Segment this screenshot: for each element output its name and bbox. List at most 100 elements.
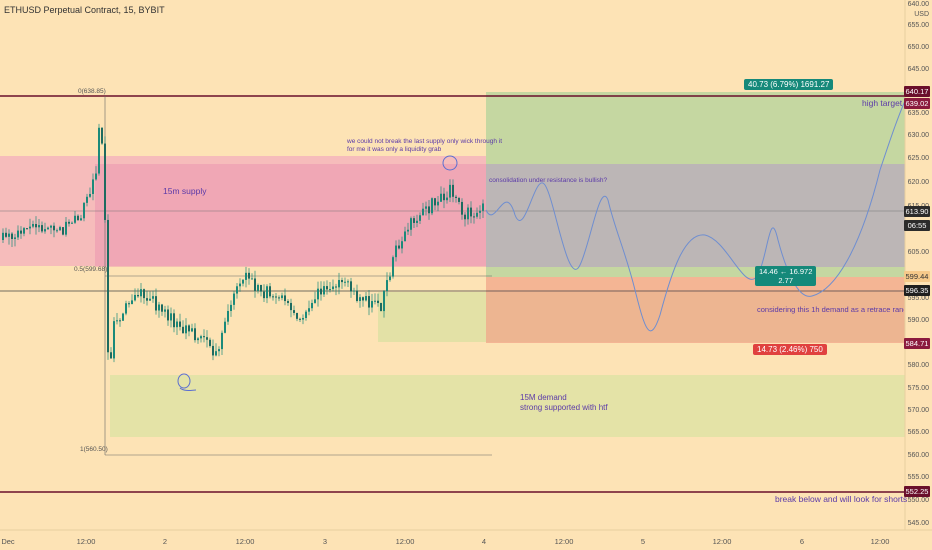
candle-body (206, 337, 208, 340)
candle-body (8, 233, 10, 237)
candle-body (161, 304, 163, 312)
candle-body (416, 220, 418, 223)
candle-body (218, 349, 220, 352)
candle-body (128, 303, 130, 305)
candle-body (425, 206, 427, 209)
candle-body (368, 296, 370, 308)
candle-body (92, 179, 94, 194)
target-stats-box[interactable]: 40.73 (6.79%) 1691.27 (744, 79, 834, 90)
price-tick: 650.00 (907, 44, 929, 51)
fib-label-bottom: 1(560.50) (80, 446, 108, 453)
candle-body (479, 210, 481, 213)
price-tick: 595.00 (907, 295, 929, 302)
price-tick: 590.00 (907, 317, 929, 324)
break-below-note: break below and will look for shorts (775, 494, 908, 504)
time-tick: 12:00 (235, 537, 255, 546)
candle-body (482, 203, 484, 211)
candle-body (395, 245, 397, 258)
consolidation-note: consolidation under resistance is bullis… (489, 177, 608, 184)
candle-body (281, 295, 283, 299)
candle-body (212, 345, 214, 356)
candle-body (203, 336, 205, 338)
candle-body (296, 312, 298, 319)
candle-body (344, 281, 346, 283)
candle-body (440, 193, 442, 202)
candle-body (89, 193, 91, 197)
candle-body (209, 339, 211, 346)
candle-body (404, 231, 406, 242)
supply-extension (486, 164, 905, 267)
high-target-label: high target (862, 98, 903, 108)
candle-body (251, 278, 253, 280)
time-tick: 12:00 (76, 537, 96, 546)
candle-body (293, 310, 295, 313)
candle-body (143, 289, 145, 299)
candle-body (56, 230, 58, 232)
candle-body (362, 297, 364, 301)
candle-body (464, 214, 466, 220)
candle-body (422, 208, 424, 216)
candle-body (131, 300, 133, 305)
candle-body (419, 215, 421, 221)
price-tick: 570.00 (907, 407, 929, 414)
stop-stats-box[interactable]: 14.73 (2.46%) 750 (753, 344, 827, 355)
candle-body (365, 296, 367, 301)
wick-circle-tail (179, 387, 197, 391)
price-tick: 560.00 (907, 452, 929, 459)
candle-body (113, 321, 115, 359)
price-label-599: 599.44 (904, 271, 930, 282)
candle-body (44, 229, 46, 232)
candle-body (80, 218, 82, 221)
candle-body (2, 232, 4, 240)
candle-body (272, 296, 274, 298)
candle-body (176, 321, 178, 328)
candle-body (329, 289, 331, 291)
candle-body (224, 321, 226, 333)
candle-body (110, 352, 112, 359)
candle-body (95, 173, 97, 180)
candle-body (164, 309, 166, 312)
price-tick: 635.00 (907, 110, 929, 117)
candle-body (104, 143, 106, 220)
candle-body (431, 198, 433, 214)
candle-body (107, 219, 109, 353)
price-label-640: 640.17 (904, 86, 930, 97)
candle-body (473, 216, 475, 218)
liquidity-grab-circle (442, 155, 458, 171)
candle-body (41, 225, 43, 232)
candle-body (467, 207, 469, 220)
risk-reward-box[interactable]: 14.46 ← 16.972 2.77 (755, 266, 817, 286)
countdown-label: 06:55 (904, 220, 930, 231)
candle-body (461, 201, 463, 215)
price-tick: 605.00 (907, 249, 929, 256)
candle-body (17, 230, 19, 238)
candle-body (290, 302, 292, 311)
candle-body (215, 351, 217, 356)
candle-body (350, 281, 352, 292)
price-tick: 580.00 (907, 362, 929, 369)
price-tick: 655.00 (907, 22, 929, 29)
time-tick: 3 (322, 537, 328, 546)
time-tick: 5 (640, 537, 646, 546)
demand-zone-15m (110, 375, 905, 437)
wick-note-line-1: we could not break the last supply only … (347, 138, 503, 145)
projected-path (485, 89, 911, 332)
candle-body (410, 218, 412, 230)
candle-body (101, 127, 103, 144)
candle-body (140, 289, 142, 297)
candle-body (248, 272, 250, 279)
price-label-584: 584.71 (904, 338, 930, 349)
candle-body (167, 309, 169, 321)
price-tick: 545.00 (907, 520, 929, 527)
candle-body (11, 233, 13, 239)
candle-body (188, 325, 190, 332)
symbol-title: ETHUSD Perpetual Contract, 15, BYBIT (4, 5, 165, 15)
candle-body (455, 196, 457, 198)
candle-body (14, 237, 16, 239)
candle-body (221, 332, 223, 350)
demand-15m-note: strong supported with htf (520, 403, 608, 412)
price-tick: 625.00 (907, 155, 929, 162)
candle-body (20, 230, 22, 234)
demand-1h-note: considering this 1h demand as a retrace … (757, 305, 904, 314)
candle-body (320, 288, 322, 295)
